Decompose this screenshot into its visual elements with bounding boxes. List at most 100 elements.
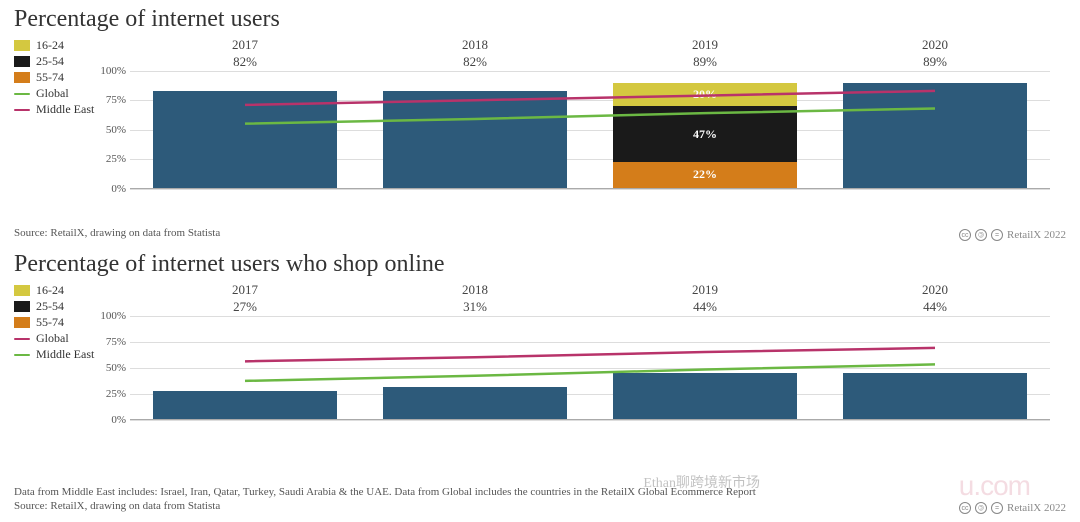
- year-label: 2020: [820, 282, 1050, 299]
- legend2-label-global: Global: [36, 331, 69, 346]
- grid-line: [130, 189, 1050, 190]
- year-top-value: 44%: [820, 299, 1050, 316]
- cc-icon: cc: [959, 229, 971, 241]
- nd-icon-2: =: [991, 502, 1003, 514]
- year-column: 201944%: [590, 282, 820, 316]
- y-tick-label: 50%: [90, 362, 126, 374]
- cc-icon-2: cc: [959, 502, 971, 514]
- year-top-value: 27%: [130, 299, 360, 316]
- bar: [843, 83, 1027, 188]
- grid-line: [130, 342, 1050, 343]
- chart2-legend: 16-24 25-54 55-74 Global Middle East: [14, 283, 94, 363]
- bar: 22%47%20%: [613, 83, 797, 188]
- legend2-swatch-16-24: [14, 285, 30, 296]
- legend-item-25-54: 25-54: [14, 54, 94, 69]
- y-tick-label: 0%: [90, 183, 126, 195]
- year-label: 2017: [130, 282, 360, 299]
- y-tick-label: 100%: [90, 65, 126, 77]
- y-tick-label: 75%: [90, 336, 126, 348]
- legend-label-16-24: 16-24: [36, 38, 64, 53]
- bar: [153, 391, 337, 419]
- year-top-value: 82%: [130, 54, 360, 71]
- year-top-value: 89%: [820, 54, 1050, 71]
- bar: [843, 373, 1027, 419]
- y-tick-label: 25%: [90, 153, 126, 165]
- year-column: 202044%: [820, 282, 1050, 316]
- chart2-footnote2: Source: RetailX, drawing on data from St…: [0, 497, 234, 516]
- legend-label-middle-east: Middle East: [36, 102, 94, 117]
- chart1-credit: cc 🄯 = RetailX 2022: [959, 229, 1066, 241]
- year-label: 2017: [130, 37, 360, 54]
- y-tick-label: 100%: [90, 310, 126, 322]
- trend-line-middle_east: [245, 108, 935, 123]
- legend-swatch-55-74: [14, 72, 30, 83]
- legend-swatch-25-54: [14, 56, 30, 67]
- trend-line-global: [245, 348, 935, 361]
- legend2-item-16-24: 16-24: [14, 283, 94, 298]
- legend-label-55-74: 55-74: [36, 70, 64, 85]
- bar: [613, 373, 797, 419]
- legend2-item-middle-east: Middle East: [14, 347, 94, 362]
- bar: [153, 91, 337, 188]
- bar: [383, 387, 567, 419]
- trend-line-global: [245, 91, 935, 105]
- chart-panel-2: Percentage of internet users who shop on…: [0, 245, 1080, 520]
- chart1-plot: 0%25%50%75%100%22%47%20%: [130, 71, 1050, 189]
- trend-line-middle_east: [245, 364, 935, 380]
- year-top-value: 44%: [590, 299, 820, 316]
- legend-swatch-16-24: [14, 40, 30, 51]
- chart2-plot: 0%25%50%75%100%: [130, 316, 1050, 420]
- legend2-label-16-24: 16-24: [36, 283, 64, 298]
- legend2-swatch-55-74: [14, 317, 30, 328]
- by-icon: 🄯: [975, 229, 987, 241]
- legend-label-25-54: 25-54: [36, 54, 64, 69]
- year-top-value: 82%: [360, 54, 590, 71]
- y-tick-label: 25%: [90, 388, 126, 400]
- chart1-legend: 16-24 25-54 55-74 Global Middle East: [14, 38, 94, 118]
- legend2-swatch-global: [14, 338, 30, 340]
- legend2-label-55-74: 55-74: [36, 315, 64, 330]
- legend-item-middle-east: Middle East: [14, 102, 94, 117]
- chart1-title: Percentage of internet users: [0, 0, 1080, 35]
- chart1-area: 201782%201882%201989%202089% 0%25%50%75%…: [130, 37, 1050, 189]
- bar-segment: 22%: [613, 162, 797, 188]
- chart-panel-1: Percentage of internet users 16-24 25-54…: [0, 0, 1080, 245]
- grid-line: [130, 368, 1050, 369]
- year-column: 201831%: [360, 282, 590, 316]
- year-label: 2018: [360, 37, 590, 54]
- year-top-value: 31%: [360, 299, 590, 316]
- year-label: 2018: [360, 282, 590, 299]
- year-label: 2020: [820, 37, 1050, 54]
- legend-label-global: Global: [36, 86, 69, 101]
- chart2-credit: cc 🄯 = RetailX 2022: [959, 502, 1066, 514]
- year-label: 2019: [590, 37, 820, 54]
- chart2-credit-text: RetailX 2022: [1007, 502, 1066, 514]
- legend-item-55-74: 55-74: [14, 70, 94, 85]
- year-column: 201989%: [590, 37, 820, 71]
- year-top-value: 89%: [590, 54, 820, 71]
- legend2-item-55-74: 55-74: [14, 315, 94, 330]
- chart2-area: 201727%201831%201944%202044% 0%25%50%75%…: [130, 282, 1050, 420]
- year-column: 202089%: [820, 37, 1050, 71]
- grid-line: [130, 420, 1050, 421]
- year-column: 201882%: [360, 37, 590, 71]
- year-label: 2019: [590, 282, 820, 299]
- year-column: 201782%: [130, 37, 360, 71]
- chart2-title: Percentage of internet users who shop on…: [0, 245, 1080, 280]
- legend2-item-global: Global: [14, 331, 94, 346]
- bar: [383, 91, 567, 188]
- chart1-year-row: 201782%201882%201989%202089%: [130, 37, 1050, 71]
- legend-swatch-middle-east: [14, 109, 30, 111]
- legend2-label-middle-east: Middle East: [36, 347, 94, 362]
- bar-segment: 20%: [613, 83, 797, 107]
- bar-segment: 47%: [613, 106, 797, 161]
- y-tick-label: 75%: [90, 94, 126, 106]
- legend2-swatch-25-54: [14, 301, 30, 312]
- legend-swatch-global: [14, 93, 30, 95]
- year-column: 201727%: [130, 282, 360, 316]
- legend-item-16-24: 16-24: [14, 38, 94, 53]
- chart1-credit-text: RetailX 2022: [1007, 229, 1066, 241]
- grid-line: [130, 316, 1050, 317]
- legend2-swatch-middle-east: [14, 354, 30, 356]
- grid-line: [130, 71, 1050, 72]
